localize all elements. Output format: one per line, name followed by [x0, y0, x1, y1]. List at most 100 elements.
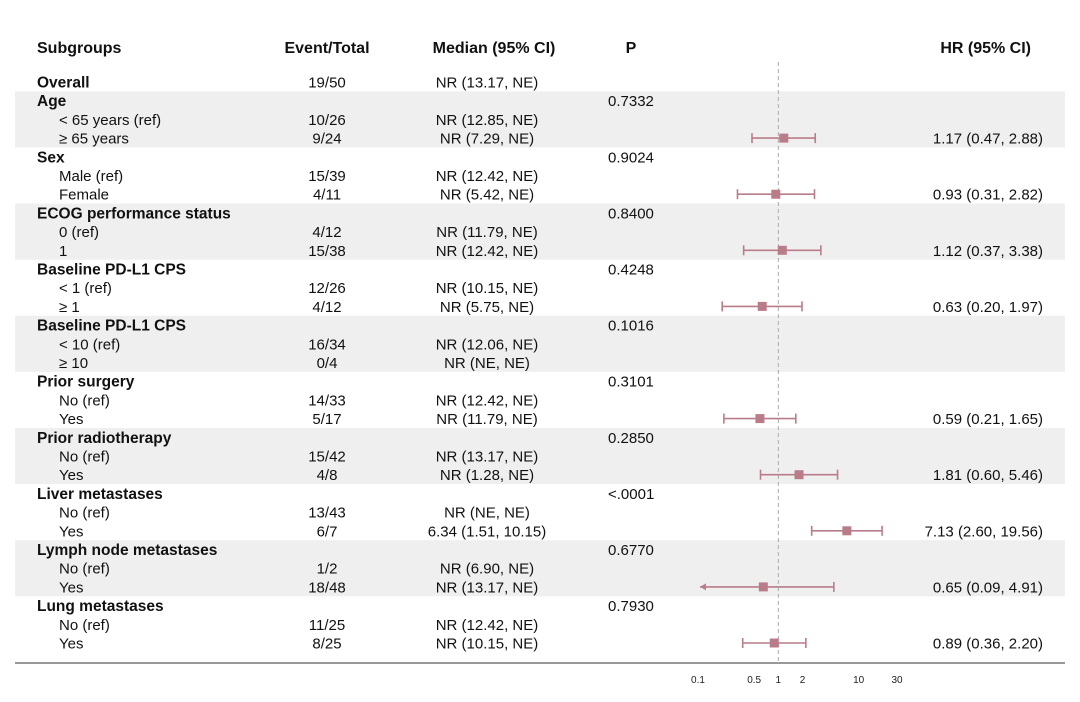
median-cell: NR (NE, NE): [444, 505, 530, 522]
event-total-cell: 19/50: [308, 75, 346, 92]
table-row: Prior radiotherapy 0.2850: [37, 430, 654, 447]
hr-mark: [751, 133, 817, 144]
median-cell: NR (11.79, NE): [436, 224, 537, 241]
level-label: Yes: [59, 636, 83, 653]
event-total-cell: 5/17: [312, 411, 341, 428]
event-total-cell: 16/34: [308, 336, 346, 353]
median-cell: NR (6.90, NE): [440, 561, 534, 578]
level-label: < 65 years (ref): [59, 112, 161, 129]
table-row: < 65 years (ref) 10/26 NR (12.85, NE): [59, 112, 538, 129]
x-tick-label: 2: [800, 675, 806, 686]
table-row: 0 (ref) 4/12 NR (11.79, NE): [59, 224, 538, 241]
level-label: < 1 (ref): [59, 280, 112, 297]
level-label: Yes: [59, 467, 83, 484]
event-total-cell: 14/33: [308, 392, 346, 409]
row-band: [15, 427, 1065, 485]
p-value-cell: 0.7332: [608, 93, 654, 110]
table-row: Age 0.7332: [37, 93, 654, 110]
median-cell: NR (1.28, NE): [440, 467, 534, 484]
median-cell: NR (5.42, NE): [440, 187, 534, 204]
x-axis-ticks: 0.1 0.5 1 2 10 30: [691, 675, 903, 686]
level-label: 1: [59, 243, 67, 260]
row-bands: [15, 91, 1065, 597]
table-row: Yes 6/7 6.34 (1.51, 10.15) 7.13 (2.60, 19.5…: [59, 523, 1043, 540]
p-value-cell: 0.8400: [608, 205, 654, 222]
level-label: < 10 (ref): [59, 336, 120, 353]
p-value-cell: 0.6770: [608, 542, 654, 559]
subgroup-label: Lymph node metastases: [37, 542, 217, 559]
median-cell: NR (12.42, NE): [436, 168, 539, 185]
median-cell: NR (10.15, NE): [436, 280, 539, 297]
level-label: No (ref): [59, 505, 110, 522]
median-cell: NR (11.79, NE): [436, 411, 537, 428]
hr-mark: [723, 413, 797, 424]
event-total-cell: 15/39: [308, 168, 346, 185]
hr-ci-cell: 0.63 (0.20, 1.97): [933, 299, 1043, 316]
table-row: Lung metastases 0.7930: [37, 598, 654, 615]
subgroup-label: Prior surgery: [37, 374, 135, 391]
median-cell: NR (10.15, NE): [436, 636, 539, 653]
hr-point: [842, 526, 852, 536]
event-total-cell: 12/26: [308, 280, 346, 297]
table-rows: Overall 19/50 NR (13.17, NE) Age 0.7332 < 65 …: [37, 75, 1043, 653]
level-label: No (ref): [59, 561, 110, 578]
median-cell: NR (13.17, NE): [436, 449, 539, 466]
event-total-cell: 15/42: [308, 449, 346, 466]
hr-mark: [759, 469, 839, 480]
hr-mark: [810, 525, 883, 536]
event-total-cell: 8/25: [312, 636, 341, 653]
header-hr: HR (95% CI): [940, 40, 1031, 57]
median-cell: NR (7.29, NE): [440, 131, 534, 148]
x-tick-label: 0.5: [747, 675, 761, 686]
event-total-cell: 15/38: [308, 243, 346, 260]
level-label: No (ref): [59, 617, 110, 634]
x-tick-label: 0.1: [691, 675, 705, 686]
p-value-cell: 0.3101: [608, 374, 654, 391]
hr-mark: [721, 301, 803, 312]
event-total-cell: 1/2: [317, 561, 338, 578]
hr-point: [794, 470, 804, 480]
hr-ci-cell: 0.93 (0.31, 2.82): [933, 187, 1043, 204]
hr-point: [758, 582, 768, 592]
table-row: Yes 18/48 NR (13.17, NE) 0.65 (0.09, 4.91): [59, 579, 1043, 596]
hr-marks: [700, 133, 883, 648]
subgroup-label: Liver metastases: [37, 486, 163, 503]
median-cell: NR (13.17, NE): [436, 75, 539, 92]
hr-point: [779, 133, 789, 143]
header-subgroups: Subgroups: [37, 40, 122, 57]
header-p: P: [626, 40, 637, 57]
table-row: No (ref) 1/2 NR (6.90, NE): [59, 561, 534, 578]
hr-point: [777, 245, 787, 255]
median-cell: NR (13.17, NE): [436, 579, 539, 596]
table-row: Male (ref) 15/39 NR (12.42, NE): [59, 168, 538, 185]
event-total-cell: 4/12: [312, 224, 341, 241]
row-band: [15, 203, 1065, 260]
event-total-cell: 4/12: [312, 299, 341, 316]
row-band: [15, 315, 1065, 372]
table-row: Female 4/11 NR (5.42, NE) 0.93 (0.31, 2.82): [59, 187, 1043, 204]
table-row: No (ref) 15/42 NR (13.17, NE): [59, 449, 538, 466]
column-headers: Subgroups Event/Total Median (95% CI) P …: [37, 40, 1031, 57]
table-row: No (ref) 14/33 NR (12.42, NE): [59, 392, 538, 409]
hr-mark: [700, 581, 835, 592]
subgroup-label: Sex: [37, 149, 65, 166]
event-total-cell: 4/8: [317, 467, 338, 484]
hr-mark: [741, 638, 807, 648]
event-total-cell: 10/26: [308, 112, 346, 129]
p-value-cell: 0.9024: [608, 149, 654, 166]
level-label: ≥ 1: [59, 299, 80, 316]
hr-point: [757, 301, 767, 311]
table-row: Overall 19/50 NR (13.17, NE): [37, 75, 538, 92]
table-row: Prior surgery 0.3101: [37, 374, 654, 391]
subgroup-label: Baseline PD-L1 CPS: [37, 318, 186, 335]
subgroup-label: Prior radiotherapy: [37, 430, 172, 447]
event-total-cell: 0/4: [317, 355, 338, 372]
median-cell: NR (5.75, NE): [440, 299, 534, 316]
table-row: Liver metastases <.0001: [37, 486, 654, 503]
level-label: Female: [59, 187, 109, 204]
p-value-cell: 0.7930: [608, 598, 654, 615]
hr-ci-cell: 7.13 (2.60, 19.56): [925, 523, 1043, 540]
hr-mark: [742, 245, 822, 256]
x-tick-label: 30: [891, 675, 903, 686]
table-row: < 1 (ref) 12/26 NR (10.15, NE): [59, 280, 538, 297]
